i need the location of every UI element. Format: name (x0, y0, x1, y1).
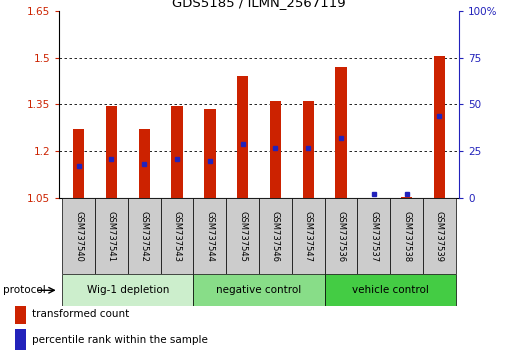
Bar (433, 56, 445, 198)
Bar (193, 198, 226, 274)
Text: Wig-1 depletion: Wig-1 depletion (87, 285, 169, 295)
Bar (106, 106, 117, 198)
Text: percentile rank within the sample: percentile rank within the sample (31, 335, 207, 345)
Title: GDS5185 / ILMN_2567119: GDS5185 / ILMN_2567119 (172, 0, 346, 10)
Text: GSM737539: GSM737539 (435, 211, 444, 262)
Bar (15, 329, 27, 350)
Bar (161, 198, 193, 274)
Bar (259, 198, 292, 274)
Text: GSM737543: GSM737543 (172, 211, 182, 262)
Text: protocol: protocol (3, 285, 45, 295)
Bar (292, 198, 325, 274)
Text: GSM737536: GSM737536 (337, 211, 346, 262)
Bar (139, 130, 150, 198)
Bar (128, 198, 161, 274)
Bar (62, 198, 95, 274)
Text: GSM737541: GSM737541 (107, 211, 116, 262)
Bar (204, 109, 215, 198)
Text: GSM737537: GSM737537 (369, 211, 379, 262)
Bar (270, 101, 281, 198)
Text: vehicle control: vehicle control (352, 285, 429, 295)
Bar (325, 198, 358, 274)
Bar (237, 76, 248, 198)
Bar (401, 197, 412, 198)
Bar (95, 198, 128, 274)
Bar (358, 198, 390, 274)
Bar (193, 274, 325, 306)
Text: negative control: negative control (216, 285, 302, 295)
Bar (15, 303, 27, 324)
Text: GSM737544: GSM737544 (205, 211, 214, 262)
Text: GSM737547: GSM737547 (304, 211, 313, 262)
Bar (336, 67, 347, 198)
Bar (62, 274, 193, 306)
Bar (303, 101, 314, 198)
Text: transformed count: transformed count (31, 309, 129, 319)
Text: GSM737546: GSM737546 (271, 211, 280, 262)
Bar (226, 198, 259, 274)
Text: GSM737540: GSM737540 (74, 211, 83, 262)
Bar (325, 274, 456, 306)
Bar (73, 130, 85, 198)
Bar (423, 198, 456, 274)
Text: GSM737542: GSM737542 (140, 211, 149, 262)
Text: GSM737545: GSM737545 (238, 211, 247, 262)
Bar (171, 106, 183, 198)
Text: GSM737538: GSM737538 (402, 211, 411, 262)
Bar (390, 198, 423, 274)
